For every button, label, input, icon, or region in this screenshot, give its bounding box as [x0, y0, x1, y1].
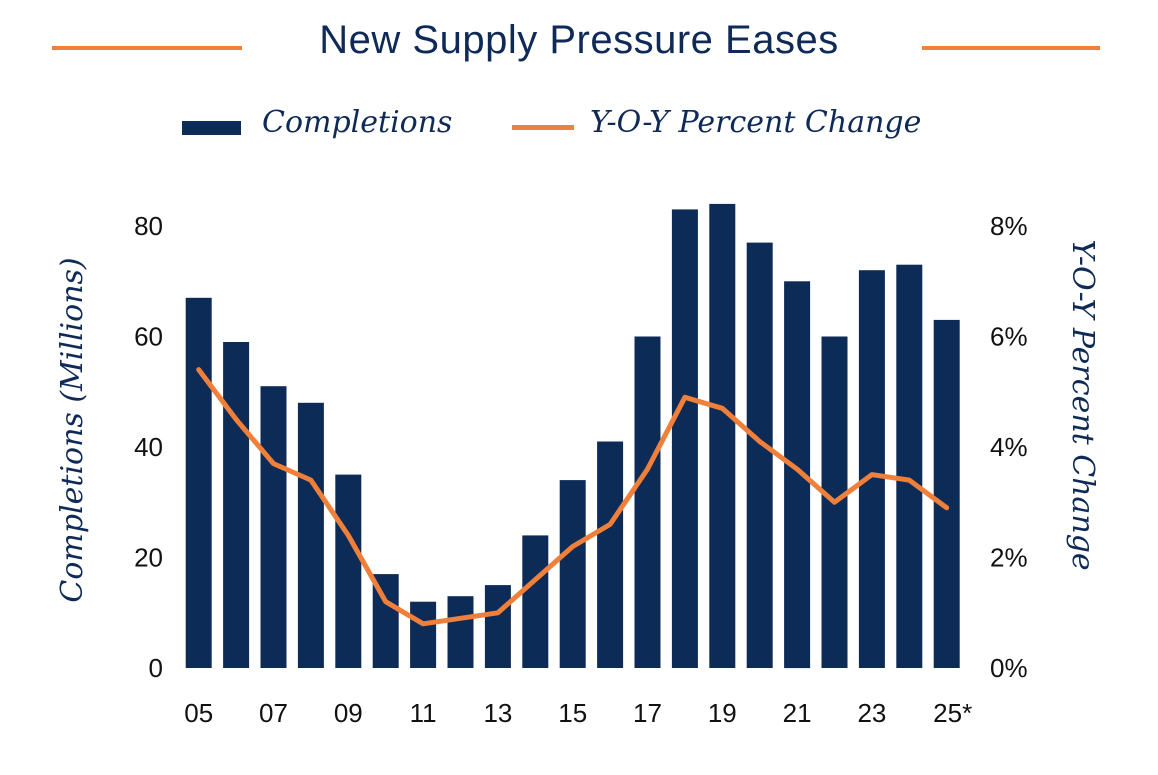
- bar-11: [410, 601, 437, 668]
- bar-06: [223, 342, 250, 668]
- bar-15: [559, 480, 586, 668]
- left-axis-ticks: 0 20 40 60 80: [134, 211, 163, 683]
- chart-title: New Supply Pressure Eases: [319, 18, 839, 62]
- legend-line-label: Y-O-Y Percent Change: [590, 105, 922, 140]
- bar-24: [896, 264, 923, 668]
- legend: Completions Y-O-Y Percent Change: [0, 100, 1158, 150]
- x-tick-23: 23: [857, 698, 886, 728]
- title-rule-right: [922, 46, 1100, 50]
- y-tick-60: 60: [134, 322, 163, 352]
- bar-14: [522, 535, 549, 668]
- x-tick-05: 05: [184, 698, 213, 728]
- bar-08: [297, 402, 324, 668]
- y2-tick-0pct: 0%: [990, 653, 1028, 683]
- x-tick-19: 19: [708, 698, 737, 728]
- bar-series: [185, 203, 960, 669]
- bar-09: [335, 474, 362, 668]
- x-tick-07: 07: [259, 698, 288, 728]
- y-tick-20: 20: [134, 543, 163, 573]
- legend-line-swatch: [512, 125, 574, 130]
- x-tick-25: 25*: [933, 698, 972, 728]
- y2-tick-8pct: 8%: [990, 211, 1028, 241]
- y-axis-title: Completions (Millions): [55, 257, 90, 602]
- yoy-line: [196, 367, 950, 627]
- x-axis-ticks: 05 07 09 11 13 15 17 19 21 23 25*: [184, 698, 972, 728]
- bar-17: [634, 336, 661, 668]
- y2-axis-title: Y-O-Y Percent Change: [1065, 239, 1100, 570]
- bar-05: [185, 297, 212, 668]
- y-tick-40: 40: [134, 432, 163, 462]
- bar-18: [671, 209, 698, 668]
- legend-bar-label: Completions: [262, 105, 453, 140]
- y2-tick-4pct: 4%: [990, 432, 1028, 462]
- y-tick-0: 0: [149, 653, 163, 683]
- x-tick-15: 15: [558, 698, 587, 728]
- bar-19: [709, 203, 736, 668]
- title-rule-left: [52, 46, 242, 50]
- bar-25: [933, 319, 960, 668]
- bar-20: [746, 242, 773, 668]
- y2-tick-6pct: 6%: [990, 322, 1028, 352]
- bar-16: [597, 441, 624, 668]
- bar-13: [484, 585, 511, 668]
- x-tick-09: 09: [334, 698, 363, 728]
- x-tick-17: 17: [633, 698, 662, 728]
- legend-bar-swatch: [182, 121, 241, 135]
- x-tick-13: 13: [483, 698, 512, 728]
- bar-07: [260, 386, 287, 668]
- x-tick-11: 11: [410, 698, 437, 728]
- y-tick-80: 80: [134, 211, 163, 241]
- x-tick-21: 21: [783, 698, 812, 728]
- right-axis-ticks: 0% 2% 4% 6% 8%: [990, 211, 1028, 683]
- bar-12: [447, 596, 474, 668]
- y2-tick-2pct: 2%: [990, 543, 1028, 573]
- bar-23: [858, 270, 885, 668]
